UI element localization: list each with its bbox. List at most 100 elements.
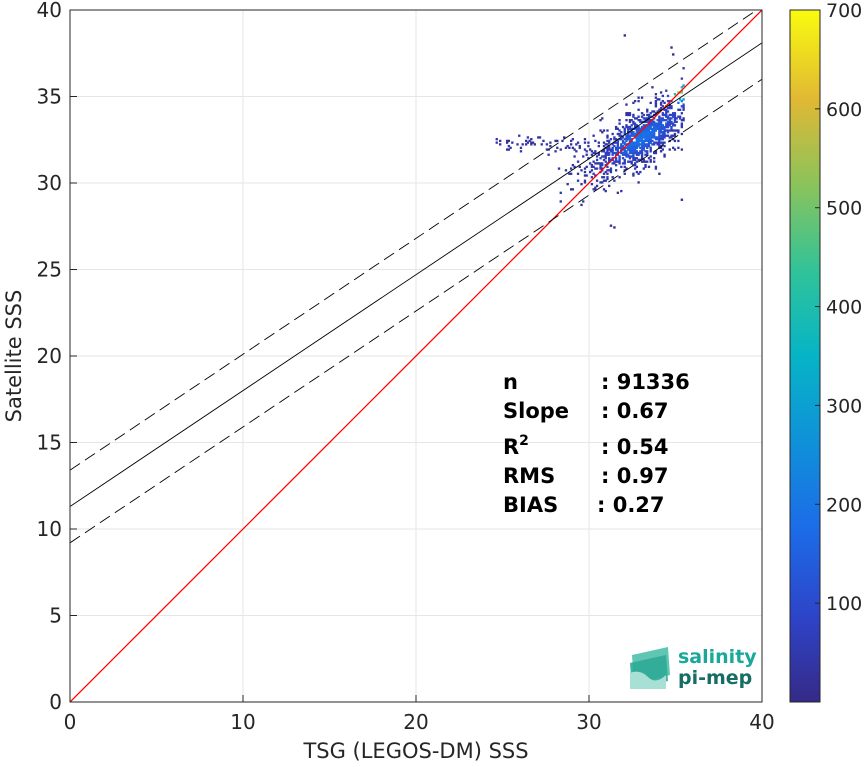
density-cell — [602, 148, 606, 151]
density-cell — [653, 127, 656, 130]
density-cell — [606, 172, 609, 175]
density-cell — [632, 146, 635, 149]
density-cell — [639, 120, 642, 124]
density-cell — [639, 150, 642, 153]
density-cell — [604, 155, 607, 158]
density-cell — [602, 129, 606, 132]
density-cell — [620, 134, 623, 137]
density-cell — [661, 134, 664, 137]
density-cell — [677, 101, 680, 105]
density-cell — [658, 108, 661, 111]
density-cell — [633, 144, 637, 148]
density-cell — [653, 134, 656, 137]
density-cell — [672, 124, 675, 127]
density-cell — [627, 160, 630, 163]
density-cell — [642, 125, 645, 129]
density-cell — [632, 115, 635, 118]
density-cell — [583, 141, 587, 144]
density-cell — [625, 118, 628, 122]
density-cell — [637, 139, 640, 143]
density-cell — [602, 144, 606, 148]
density-cell — [659, 141, 663, 144]
density-cell — [602, 176, 606, 179]
density-cell — [640, 153, 644, 156]
density-cell — [594, 188, 597, 191]
density-cell — [680, 124, 684, 127]
density-cell — [609, 170, 613, 174]
density-cell — [678, 117, 682, 120]
density-cell — [639, 118, 642, 122]
density-cell — [658, 117, 661, 120]
density-cell — [666, 94, 670, 98]
density-cell — [640, 132, 644, 136]
density-cell — [642, 113, 645, 117]
density-cell — [680, 77, 684, 80]
density-cell — [580, 203, 583, 207]
density-cell — [592, 151, 595, 155]
density-cell — [672, 146, 675, 149]
density-cell — [656, 110, 659, 113]
density-cell — [561, 139, 564, 143]
density-cell — [592, 160, 595, 163]
density-cell — [651, 139, 654, 143]
density-cell — [677, 115, 680, 118]
density-cell — [659, 125, 663, 129]
density-cell — [628, 148, 632, 151]
density-cell — [661, 117, 664, 120]
density-cell — [632, 134, 635, 137]
density-cell — [590, 165, 594, 169]
density-cell — [668, 113, 671, 117]
density-cell — [614, 160, 618, 163]
density-cell — [499, 139, 502, 143]
density-cell — [628, 134, 632, 137]
axis-ticks: 0 10 20 30 40 0 5 10 15 20 25 30 35 40 — [37, 0, 775, 734]
density-cell — [621, 144, 625, 148]
density-cell — [644, 124, 647, 127]
density-cell — [630, 138, 633, 141]
density-cell — [644, 139, 647, 143]
density-cell — [658, 141, 661, 144]
density-cell — [609, 150, 613, 153]
density-cell — [653, 143, 656, 146]
density-cell — [635, 141, 639, 144]
density-cell — [647, 165, 651, 169]
density-cell — [602, 179, 606, 182]
density-cell — [569, 139, 573, 143]
density-cell — [663, 141, 666, 144]
density-cell — [640, 157, 644, 160]
density-cell — [668, 124, 671, 127]
density-cell — [526, 136, 530, 139]
density-cell — [680, 112, 684, 115]
density-cell — [557, 167, 561, 170]
density-cell — [637, 144, 640, 148]
density-cell — [678, 108, 682, 111]
density-cell — [583, 167, 587, 170]
density-cell — [656, 143, 659, 146]
density-cell — [635, 157, 639, 160]
density-cell — [665, 134, 668, 137]
density-cell — [597, 153, 600, 156]
density-cell — [640, 151, 644, 155]
density-cell — [649, 131, 652, 134]
density-cell — [597, 144, 600, 148]
density-cell — [632, 131, 635, 134]
density-cell — [663, 101, 666, 105]
density-cell — [590, 163, 594, 167]
density-cell — [609, 224, 613, 227]
density-cell — [630, 118, 633, 122]
density-cell — [505, 148, 509, 151]
density-cell — [646, 144, 649, 148]
density-cell — [663, 134, 666, 137]
density-cell — [604, 189, 607, 193]
density-cell — [668, 122, 671, 125]
density-cell — [647, 143, 651, 146]
density-cell — [633, 117, 637, 120]
density-cell — [601, 176, 604, 179]
density-cell — [658, 118, 661, 122]
density-cell — [649, 150, 652, 153]
density-cell — [516, 143, 519, 146]
density-cell — [505, 139, 509, 143]
density-cell — [673, 120, 677, 124]
density-cell — [668, 136, 671, 139]
density-cell — [623, 34, 626, 37]
